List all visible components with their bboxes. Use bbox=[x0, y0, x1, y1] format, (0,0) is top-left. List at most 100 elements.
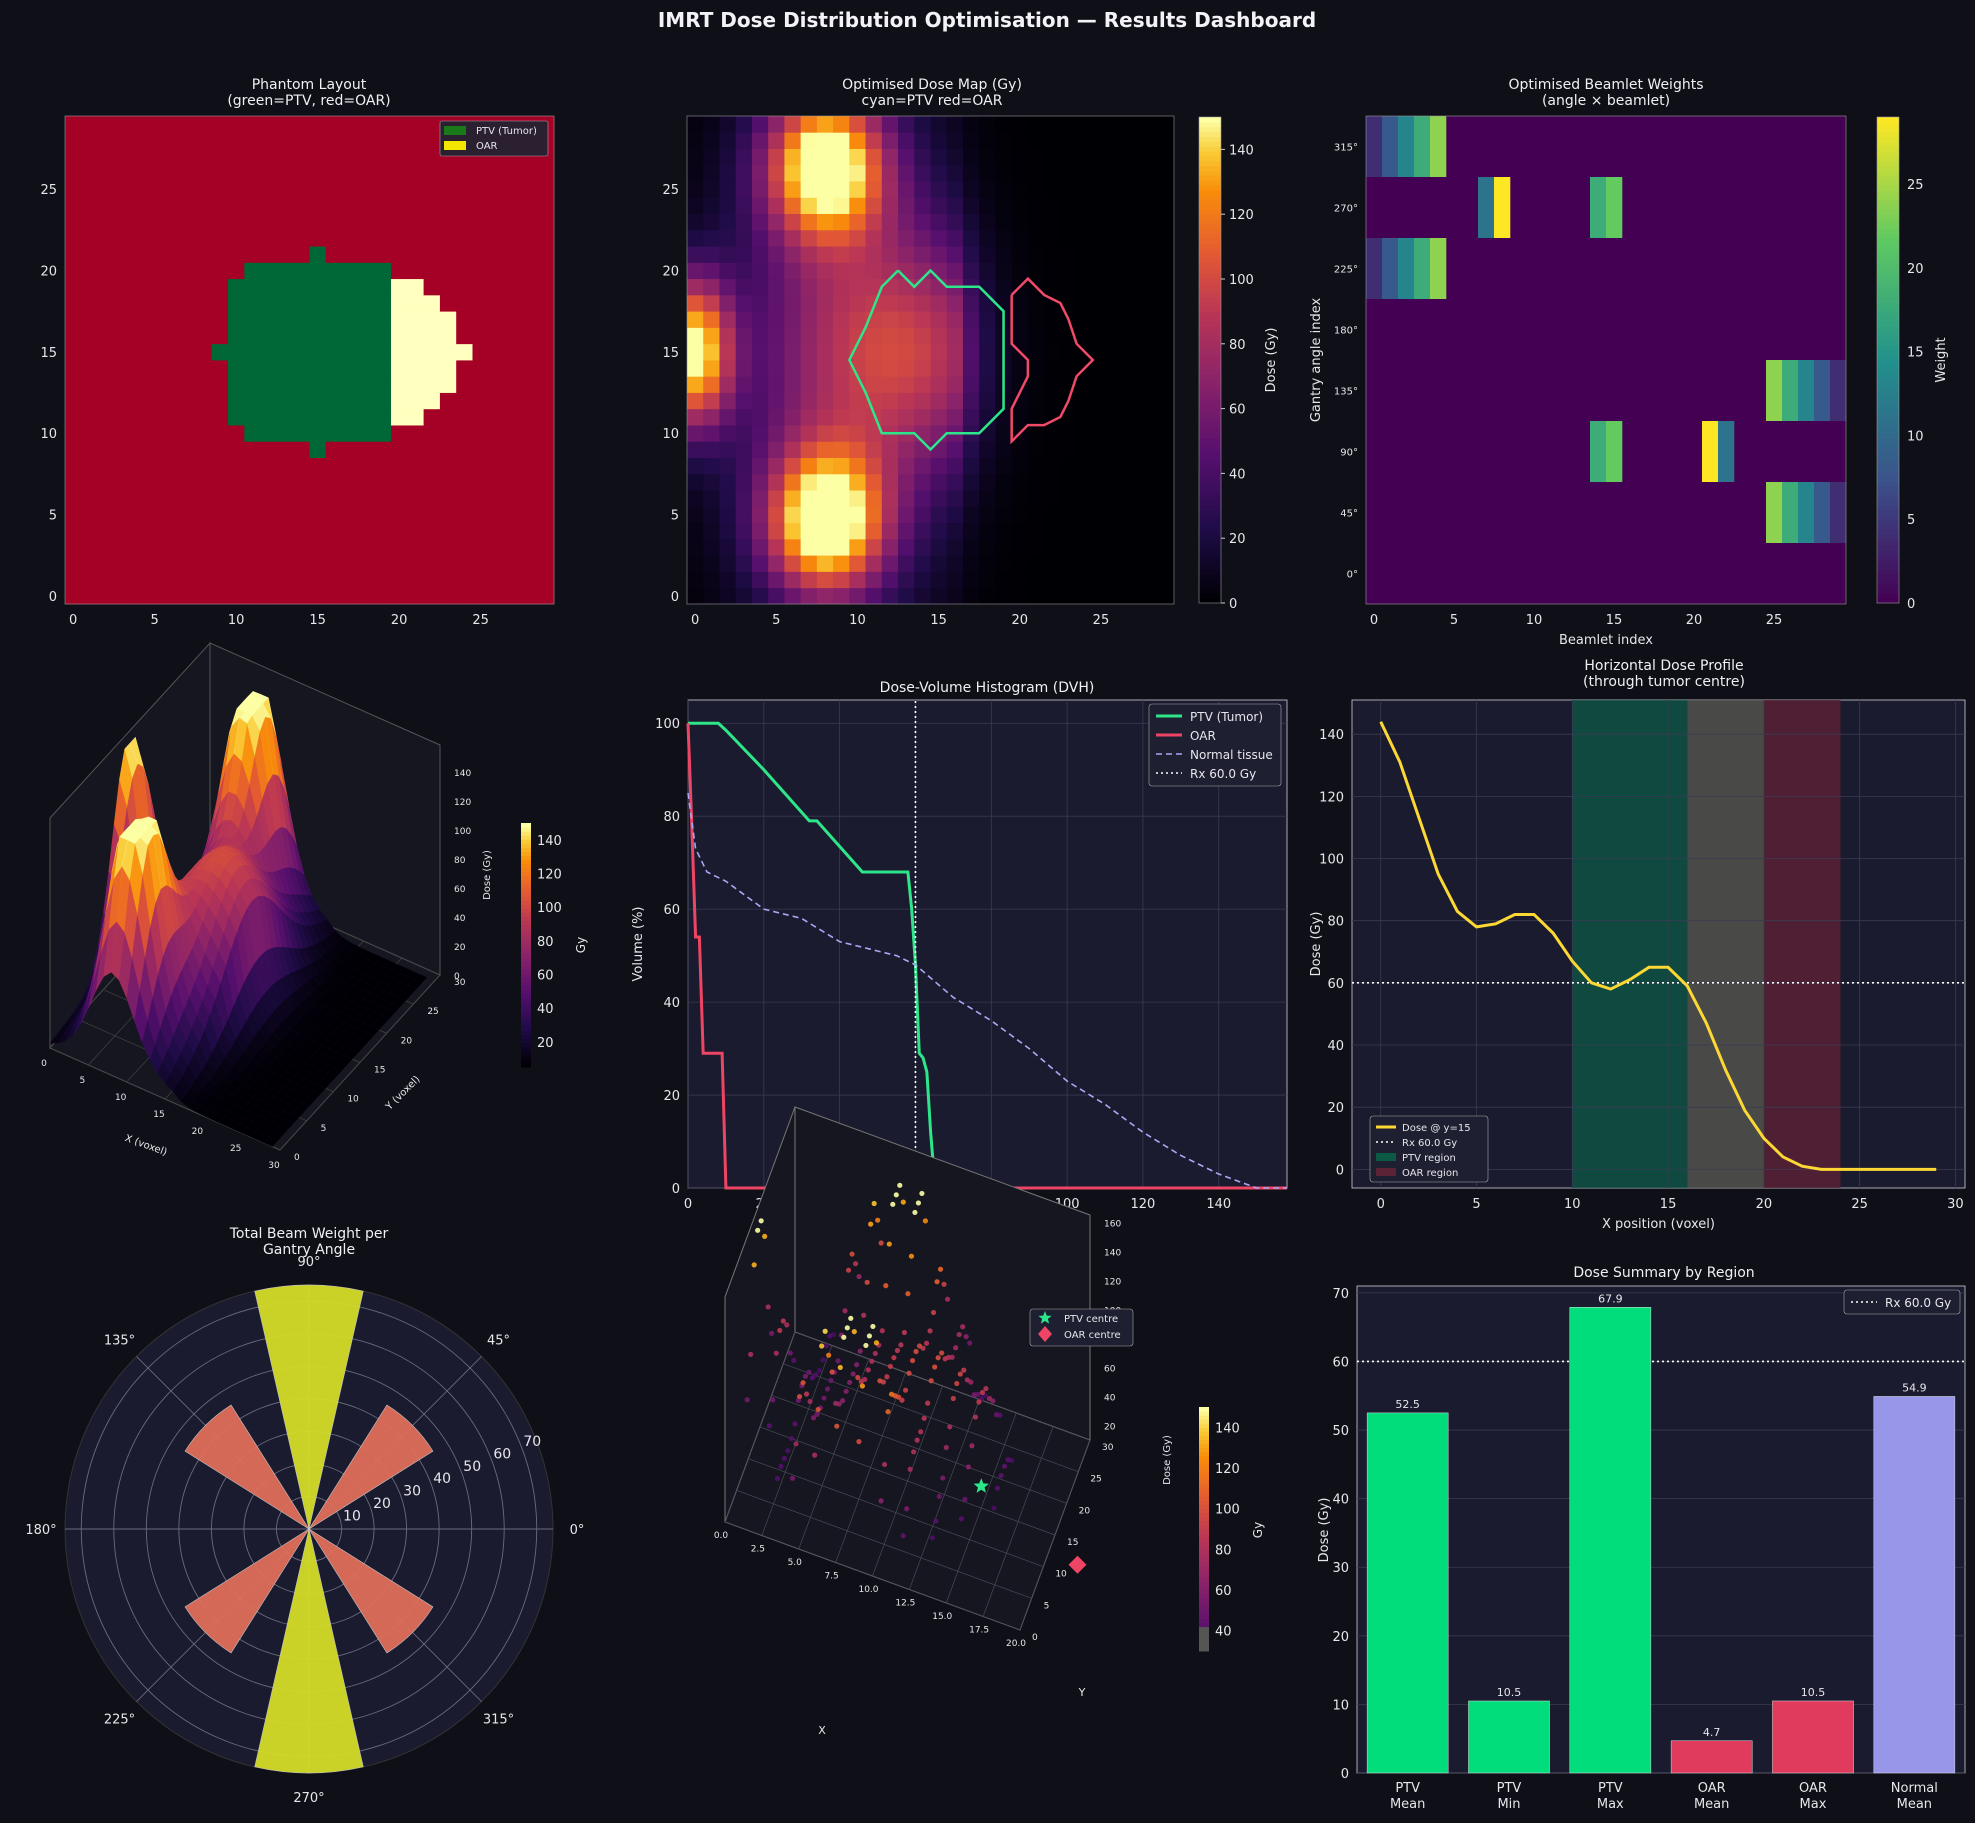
dose-cell bbox=[946, 360, 964, 377]
phantom-cell bbox=[195, 229, 213, 247]
phantom-cell bbox=[195, 327, 213, 345]
colorbar-step bbox=[1199, 131, 1221, 137]
dose-cell bbox=[881, 311, 899, 328]
phantom-cell bbox=[97, 278, 115, 296]
dose-cell bbox=[849, 522, 866, 540]
summary-bar bbox=[1873, 1396, 1956, 1774]
phantom-cell bbox=[195, 490, 213, 507]
dose-cell bbox=[1092, 311, 1110, 328]
phantom-cell bbox=[195, 555, 213, 572]
phantom-cell bbox=[113, 116, 131, 133]
dose-cell bbox=[1109, 229, 1126, 247]
dose-cell bbox=[881, 473, 899, 491]
phantom-cell bbox=[537, 425, 555, 442]
dose-cell bbox=[914, 408, 931, 426]
scatter3d-point bbox=[943, 1444, 949, 1451]
colorbar-step bbox=[521, 1058, 531, 1064]
dose-cell bbox=[1076, 197, 1094, 214]
colorbar-step bbox=[1199, 1614, 1209, 1619]
phantom-cell bbox=[211, 278, 229, 296]
colorbar-step bbox=[1877, 471, 1899, 478]
colorbar-step bbox=[1199, 364, 1221, 371]
phantom-cell bbox=[325, 343, 343, 361]
scatter3d-xtick: 17.5 bbox=[969, 1626, 989, 1636]
colorbar-step bbox=[1199, 1443, 1209, 1449]
scatter3d-point bbox=[921, 1415, 927, 1421]
dose-cell bbox=[962, 571, 980, 589]
colorbar-step bbox=[1877, 447, 1899, 453]
beamlet-cbar-tick: 10 bbox=[1907, 429, 1924, 444]
phantom-xtick: 20 bbox=[391, 613, 408, 628]
dose-cell bbox=[995, 457, 1013, 475]
colorbar-step bbox=[1877, 457, 1899, 463]
colorbar-step bbox=[1877, 267, 1899, 274]
phantom-cell bbox=[130, 229, 147, 247]
dose-cell bbox=[687, 164, 704, 182]
colorbar-step bbox=[1199, 340, 1221, 346]
phantom-cell bbox=[537, 262, 555, 280]
colorbar-step bbox=[521, 981, 531, 987]
phantom-cell bbox=[374, 164, 392, 182]
phantom-cell bbox=[130, 360, 147, 377]
dose-cell bbox=[898, 506, 915, 524]
phantom-cell bbox=[113, 506, 131, 524]
dose-cell bbox=[784, 213, 802, 231]
phantom-cell bbox=[358, 229, 376, 247]
dose-cell bbox=[1027, 148, 1045, 166]
dose-cell bbox=[930, 164, 948, 182]
dose-cell bbox=[995, 262, 1013, 280]
dose-cell bbox=[833, 506, 850, 524]
profile-xtick: 30 bbox=[1947, 1197, 1964, 1212]
colorbar-step bbox=[1877, 223, 1899, 230]
phantom-cell bbox=[113, 343, 131, 361]
colorbar-step bbox=[1877, 209, 1899, 215]
summary-value-label: 4.7 bbox=[1703, 1726, 1721, 1739]
colorbar-step bbox=[1199, 1496, 1209, 1502]
dose-cell bbox=[751, 408, 769, 426]
phantom-cell bbox=[113, 360, 131, 377]
dose-cell bbox=[735, 571, 753, 589]
dose-cell bbox=[1141, 473, 1159, 491]
scatter3d-point bbox=[994, 1485, 1001, 1491]
colorbar-step bbox=[1199, 1468, 1209, 1473]
phantom-cell bbox=[488, 278, 506, 296]
colorbar-step bbox=[1199, 1431, 1209, 1436]
dose-cell bbox=[1076, 571, 1094, 589]
phantom-cell bbox=[162, 213, 180, 231]
dose-cell bbox=[898, 587, 915, 605]
phantom-cell bbox=[179, 164, 196, 182]
phantom-cell bbox=[162, 441, 180, 458]
dose-cell bbox=[995, 197, 1013, 214]
dose-cell bbox=[1141, 392, 1159, 410]
dose-cell bbox=[930, 408, 948, 426]
phantom-cell bbox=[309, 473, 327, 491]
phantom-cell bbox=[276, 587, 294, 605]
phantom-cell bbox=[211, 441, 229, 458]
colorbar-step bbox=[1199, 384, 1221, 390]
dose-cell bbox=[703, 571, 720, 589]
scatter3d-point bbox=[785, 1448, 791, 1454]
surface-xtick: 15 bbox=[153, 1110, 164, 1120]
dose-cell bbox=[849, 327, 866, 345]
dose-cell bbox=[833, 587, 850, 605]
dose-cell bbox=[1076, 229, 1094, 247]
beamlet-cell bbox=[1814, 360, 1831, 421]
dose-cell bbox=[979, 262, 996, 280]
phantom-cell bbox=[342, 213, 359, 231]
dose-cell bbox=[1141, 522, 1159, 540]
phantom-cell bbox=[146, 294, 164, 312]
colorbar-step bbox=[1199, 466, 1221, 473]
dose-cell bbox=[946, 116, 964, 133]
dose-cell bbox=[849, 116, 866, 133]
dose-cell bbox=[751, 278, 769, 296]
phantom-cell bbox=[358, 343, 376, 361]
phantom-cell bbox=[162, 522, 180, 540]
phantom-cell bbox=[244, 213, 261, 231]
phantom-cell bbox=[537, 587, 555, 605]
phantom-cell bbox=[374, 522, 392, 540]
phantom-cell bbox=[293, 164, 310, 182]
phantom-cell bbox=[456, 327, 473, 345]
dose-cell bbox=[751, 262, 769, 280]
phantom-cell bbox=[342, 587, 359, 605]
dose-cell bbox=[946, 408, 964, 426]
